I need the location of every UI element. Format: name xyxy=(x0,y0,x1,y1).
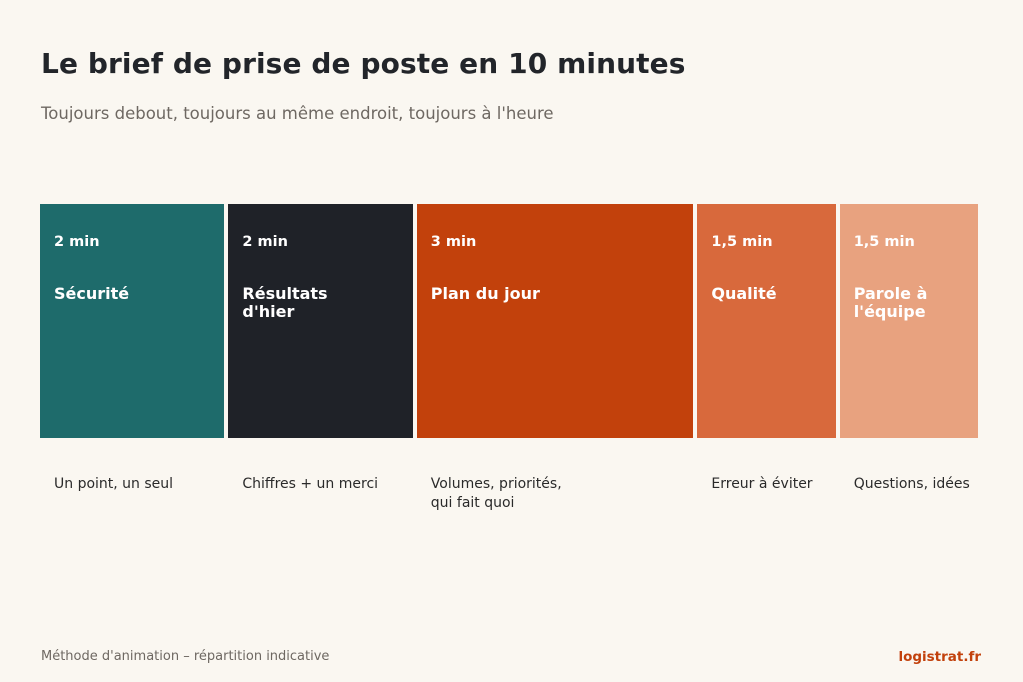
segment-block-parole-a-l-equipe: 1,5 min Parole à l'équipe xyxy=(839,204,978,438)
segment-name: Résultats d'hier xyxy=(242,284,328,321)
segment-duration: 3 min xyxy=(430,234,477,250)
segment-description: Volumes, priorités, qui fait quoi xyxy=(430,476,562,511)
segment-block-plan-du-jour: 3 min Plan du jour xyxy=(416,204,694,438)
segment-duration: 1,5 min xyxy=(853,234,915,250)
segment-duration: 2 min xyxy=(54,234,100,250)
segment-block-securite: 2 min Sécurité xyxy=(40,204,225,438)
segment-block-resultats-d-hier: 2 min Résultats d'hier xyxy=(228,204,413,438)
page-title: Le brief de prise de poste en 10 minutes xyxy=(41,47,686,80)
segment-duration: 1,5 min xyxy=(711,234,773,250)
segment-block-qualite: 1,5 min Qualité xyxy=(697,204,836,438)
timeline-blocks: 2 min Sécurité 2 min Résultats d'hier 3 min P… xyxy=(40,204,978,438)
segment-description: Chiffres + un merci xyxy=(242,476,379,492)
page-subtitle: Toujours debout, toujours au même endroi… xyxy=(41,104,554,123)
brand-link[interactable]: logistrat.fr xyxy=(898,649,981,665)
segment-description: Un point, un seul xyxy=(54,476,174,492)
segment-name: Qualité xyxy=(711,284,777,303)
segment-name: Parole à l'équipe xyxy=(853,284,928,321)
segment-name: Plan du jour xyxy=(430,284,540,303)
segment-description: Erreur à éviter xyxy=(711,476,813,492)
segment-duration: 2 min xyxy=(242,234,288,250)
segment-description: Questions, idées xyxy=(853,476,970,492)
footer-note: Méthode d'animation – répartition indica… xyxy=(41,649,330,664)
segment-name: Sécurité xyxy=(54,284,130,303)
